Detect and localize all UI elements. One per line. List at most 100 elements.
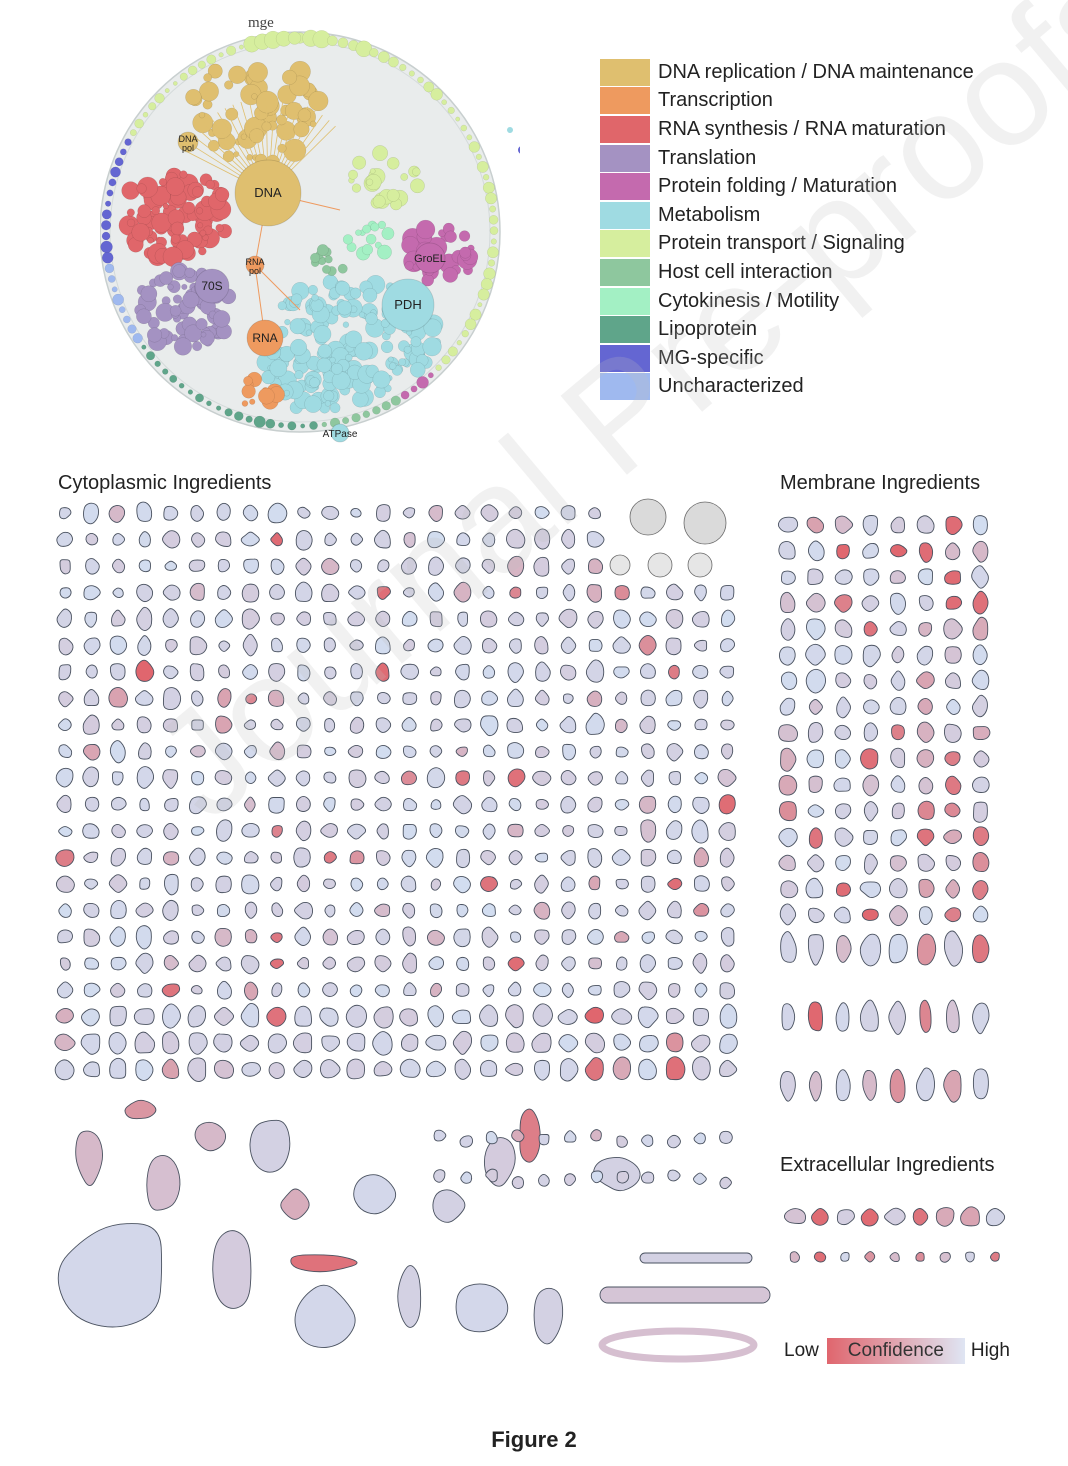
cytoplasmic-protein — [217, 688, 232, 708]
ring-bubble — [118, 306, 126, 314]
cytoplasmic-protein — [135, 952, 154, 974]
cytoplasmic-protein — [294, 926, 311, 946]
cytoplasmic-protein — [693, 902, 710, 917]
ring-bubble — [309, 421, 318, 430]
ring-bubble — [265, 418, 276, 429]
cytoplasmic-protein — [666, 1134, 681, 1149]
cytoplasmic-protein — [56, 981, 74, 999]
protein-bubble — [261, 370, 276, 385]
cytoplasmic-protein — [615, 691, 628, 705]
cytoplasmic-protein — [637, 1006, 659, 1029]
cytoplasmic-protein — [349, 559, 363, 573]
cytoplasmic-protein — [162, 530, 181, 549]
cytoplasmic-protein — [640, 819, 657, 843]
cytoplasmic-protein — [721, 690, 734, 707]
membrane-protein — [917, 800, 935, 820]
large-complex — [455, 1283, 509, 1333]
ring-bubble — [134, 118, 144, 129]
cytoplasmic-protein — [534, 689, 550, 706]
cytoplasmic-protein — [480, 715, 499, 737]
protein-bubble — [361, 244, 374, 256]
legend-label: Protein transport / Signaling — [658, 232, 905, 255]
ring-bubble — [287, 31, 302, 45]
cytoplasmic-protein — [588, 639, 603, 652]
cytoplasmic-protein — [58, 718, 72, 732]
protein-bubble — [140, 285, 158, 303]
protein-bubble — [458, 230, 471, 242]
cytoplasmic-protein — [135, 925, 152, 950]
cytoplasmic-protein — [136, 583, 154, 603]
membrane-protein — [862, 774, 880, 797]
protein-bubble — [158, 178, 167, 187]
protein-bubble — [362, 224, 372, 234]
membrane-protein — [862, 1069, 877, 1101]
membrane-protein — [889, 905, 908, 927]
membrane-protein — [891, 802, 905, 820]
cytoplasmic-protein — [58, 903, 72, 918]
cytoplasmic-protein — [402, 507, 416, 519]
cytoplasmic-protein — [400, 875, 417, 893]
cytoplasmic-protein — [295, 770, 311, 787]
cytoplasmic-protein — [161, 1058, 180, 1079]
ring-bubble — [106, 189, 114, 197]
protein-bubble — [276, 114, 287, 126]
protein-bubble — [170, 233, 181, 244]
legend-label: Host cell interaction — [658, 260, 833, 283]
protein-bubble — [297, 108, 312, 122]
cytoplasmic-protein — [639, 1034, 659, 1053]
ring-bubble — [145, 351, 156, 361]
membrane-protein — [859, 881, 882, 899]
cytoplasmic-protein — [321, 505, 340, 520]
large-complex — [290, 1254, 358, 1273]
cytoplasmic-protein — [560, 505, 576, 521]
cytoplasmic-protein — [455, 746, 468, 757]
cytoplasmic-protein — [507, 981, 522, 997]
ring-bubble — [127, 324, 137, 334]
membrane-protein — [780, 671, 798, 690]
cytoplasmic-protein — [667, 957, 683, 970]
cytoplasmic-protein — [295, 716, 311, 732]
cytoplasmic-protein — [402, 587, 415, 598]
ring-bubble — [101, 231, 111, 241]
cytoplasmic-protein — [242, 504, 259, 522]
protein-bubble — [349, 287, 362, 299]
cytoplasmic-protein — [427, 582, 445, 602]
cytoplasmic-protein — [296, 744, 312, 759]
cytoplasmic-protein — [508, 506, 523, 519]
ring-bubble — [480, 278, 493, 291]
cytoplasmic-protein — [557, 1009, 578, 1025]
cytoplasmic-protein — [719, 1130, 733, 1144]
cytoplasmic-protein — [83, 982, 101, 998]
membrane-protein — [973, 750, 990, 768]
ring-bubble — [104, 263, 115, 274]
ring-bubble — [253, 415, 266, 428]
ring-bubble — [408, 70, 415, 77]
membrane-protein — [778, 801, 797, 822]
membrane-protein — [805, 877, 824, 899]
cytoplasmic-protein — [269, 741, 286, 761]
large-complex — [146, 1154, 181, 1211]
cytoplasmic-protein — [111, 718, 125, 731]
cytoplasmic-protein — [270, 851, 283, 864]
pdh-label: PDH — [394, 297, 421, 312]
cytoplasmic-protein — [427, 1005, 445, 1028]
cytoplasmic-protein — [507, 768, 526, 788]
cytoplasmic-protein — [400, 770, 417, 786]
cytoplasmic-protein — [401, 610, 418, 627]
cytoplasmic-protein — [319, 1059, 341, 1079]
cytoplasmic-protein — [294, 1005, 312, 1027]
protein-bubble — [423, 318, 442, 338]
cytoplasmic-protein — [56, 531, 73, 547]
extracellular-protein — [836, 1209, 855, 1226]
grey-complex — [629, 498, 667, 536]
ring-bubble — [482, 174, 490, 181]
cytoplasmic-protein — [585, 659, 605, 683]
cytoplasmic-protein — [162, 608, 179, 628]
cytoplasmic-protein — [216, 980, 232, 1000]
rna-label: RNA — [252, 331, 277, 345]
grey-complex — [687, 552, 713, 578]
protein-bubble — [305, 329, 313, 337]
cytoplasmic-protein — [215, 956, 232, 972]
protein-bubble — [179, 170, 188, 179]
cytoplasmic-protein — [480, 1059, 498, 1077]
